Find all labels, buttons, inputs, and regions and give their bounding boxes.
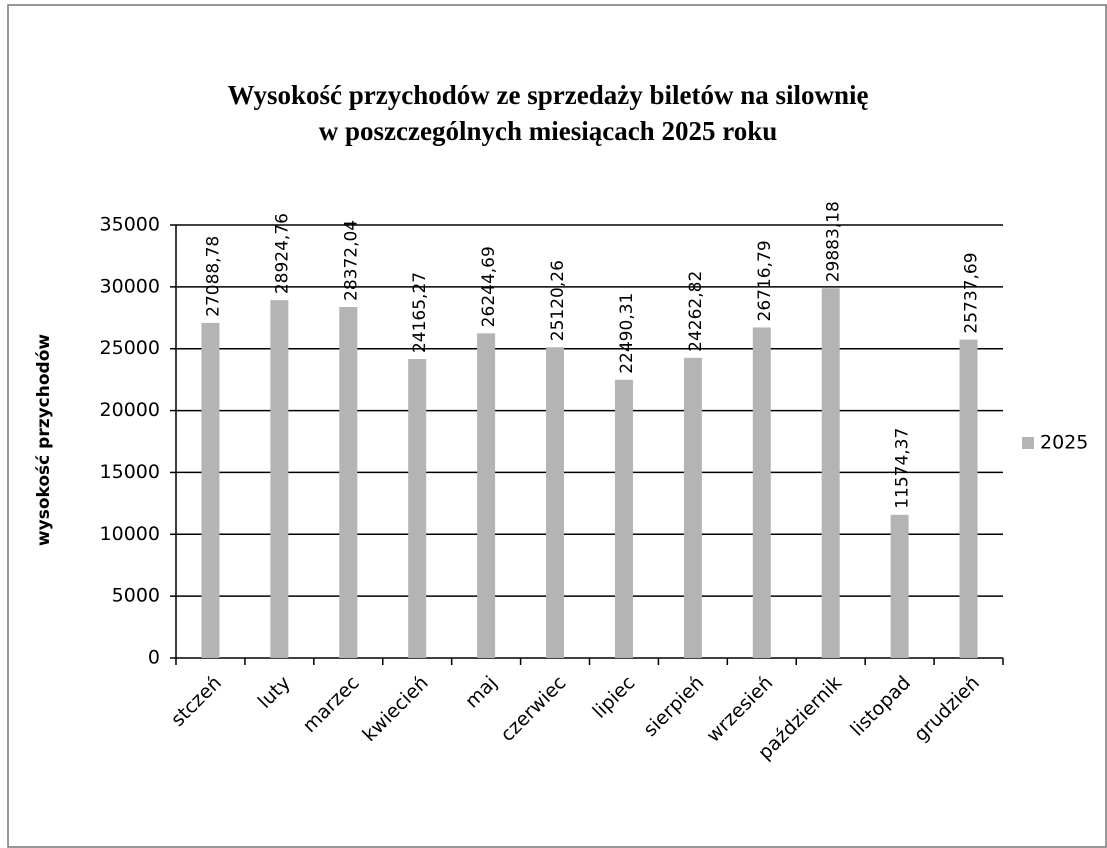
- x-tick-label: sierpień: [639, 672, 708, 741]
- x-tick-label: stczeń: [167, 672, 226, 731]
- x-tick-label: luty: [254, 672, 295, 713]
- value-label: 24165,27: [410, 272, 430, 353]
- bar: [408, 359, 427, 658]
- x-tick-label: listopad: [846, 672, 915, 741]
- y-tick-label: 15000: [100, 461, 160, 483]
- bar: [821, 288, 840, 658]
- y-tick-label: 20000: [100, 399, 160, 421]
- y-tick-label: 0: [148, 647, 160, 669]
- value-label: 25120,26: [548, 260, 568, 341]
- legend-label: 2025: [1040, 432, 1088, 454]
- y-axis-title: wysokość przychodów: [34, 334, 54, 546]
- value-label: 26244,69: [479, 246, 499, 327]
- bar: [959, 339, 978, 658]
- bar: [752, 327, 771, 658]
- x-tick-label: maj: [461, 672, 502, 713]
- bar: [201, 322, 220, 658]
- y-tick-label: 25000: [100, 337, 160, 359]
- bar: [477, 333, 496, 658]
- bar: [339, 306, 358, 658]
- x-tick-label: grudzień: [910, 672, 984, 746]
- legend-swatch: [1022, 437, 1034, 449]
- value-label: 22490,31: [617, 293, 637, 374]
- bar: [614, 379, 633, 658]
- value-label: 27088,78: [203, 236, 223, 317]
- x-tick-label: kwiecień: [358, 672, 432, 746]
- y-tick-label: 5000: [112, 585, 160, 607]
- value-label: 24262,82: [686, 271, 706, 352]
- value-label: 28372,04: [341, 220, 361, 301]
- y-tick-label: 30000: [100, 275, 160, 297]
- x-tick-label: marzec: [299, 672, 364, 737]
- bar: [683, 357, 702, 658]
- y-tick-label: 35000: [100, 214, 160, 236]
- chart-frame: [7, 4, 1107, 848]
- bar: [546, 347, 565, 658]
- chart-title: Wysokość przychodów ze sprzedaży biletów…: [228, 80, 869, 110]
- bar: [890, 514, 909, 658]
- value-label: 11574,37: [893, 428, 913, 509]
- x-tick-label: lipiec: [588, 672, 639, 723]
- value-label: 28924,76: [272, 213, 292, 294]
- value-label: 29883,18: [824, 201, 844, 282]
- bar: [270, 300, 289, 658]
- value-label: 25737,69: [962, 252, 982, 333]
- x-tick-label: czerwiec: [496, 672, 570, 746]
- value-label: 26716,79: [755, 240, 775, 321]
- chart-title: w poszczególnych miesiącach 2025 roku: [319, 116, 777, 146]
- y-tick-label: 10000: [100, 523, 160, 545]
